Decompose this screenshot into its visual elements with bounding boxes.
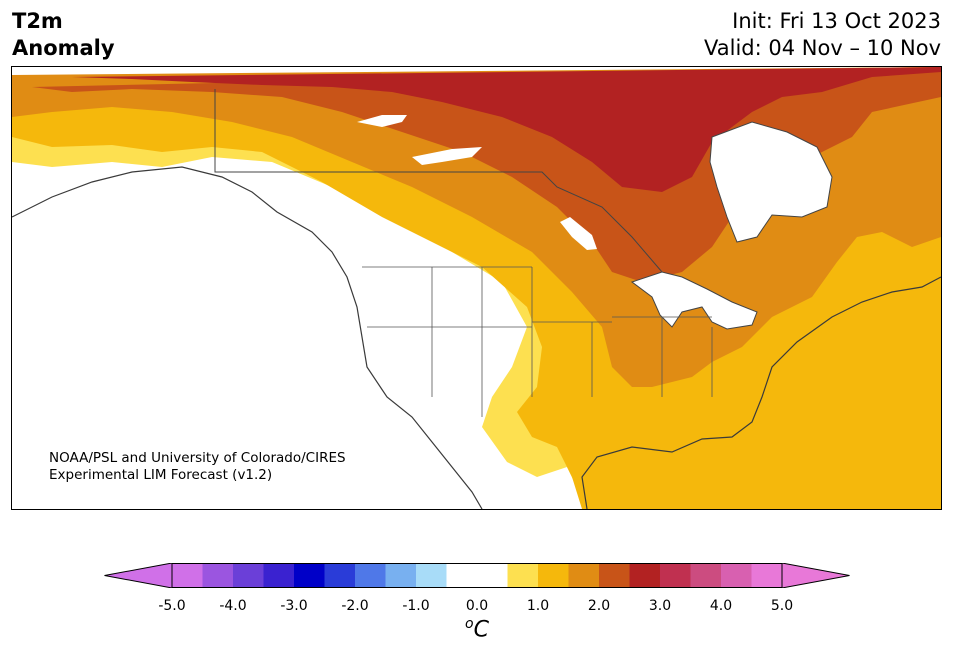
colorbar-tick-label: 0.0	[465, 598, 489, 614]
colorbar-tick-label: -2.0	[341, 598, 369, 614]
colorbar-cell	[538, 563, 569, 588]
hudson-bay	[709, 121, 833, 243]
colorbar-cell	[172, 563, 203, 588]
coastline-west	[12, 166, 483, 509]
map-svg	[12, 67, 941, 509]
credit-line-2: Experimental LIM Forecast (v1.2)	[49, 467, 273, 483]
init-date: Init: Fri 13 Oct 2023	[732, 9, 941, 33]
colorbar-border	[171, 563, 783, 588]
colorbar-tick-label: 3.0	[648, 598, 672, 614]
colorbar-cell	[294, 563, 325, 588]
colorbar	[104, 563, 850, 588]
map-title: T2m Anomaly	[12, 8, 115, 62]
colorbar-tick-label: 4.0	[709, 598, 733, 614]
colorbar-cell	[233, 563, 264, 588]
colorbar-cell	[751, 563, 783, 588]
coastline-gulf	[581, 276, 941, 509]
valid-range: Valid: 04 Nov – 10 Nov	[704, 36, 941, 60]
colorbar-cell	[324, 563, 356, 588]
colorbar-tick-label: 5.0	[770, 598, 794, 614]
colorbar-cell	[507, 563, 539, 588]
colorbar-cell	[660, 563, 691, 588]
title-line-2: Anomaly	[12, 36, 115, 60]
colorbar-cell	[385, 563, 417, 588]
forecast-dates: Init: Fri 13 Oct 2023 Valid: 04 Nov – 10…	[704, 8, 941, 62]
colorbar-cell	[263, 563, 295, 588]
colorbar-cells	[172, 563, 783, 588]
colorbar-cell	[446, 563, 508, 588]
colorbar-tick-label: -1.0	[402, 598, 430, 614]
unit-letter: C	[473, 617, 489, 643]
state-lines	[362, 266, 713, 417]
colorbar-cell	[568, 563, 600, 588]
lake-winnipeg	[560, 217, 597, 250]
us-canada-border	[214, 89, 663, 273]
map-credit: NOAA/PSL and University of Colorado/CIRE…	[49, 450, 346, 484]
colorbar-tick-label: -5.0	[158, 598, 186, 614]
great-slave-lake	[412, 147, 482, 165]
great-lakes	[630, 271, 758, 330]
great-bear-lake	[357, 115, 407, 127]
colorbar-cell	[202, 563, 234, 588]
colorbar-cell	[416, 563, 447, 588]
title-line-1: T2m	[12, 9, 63, 33]
colorbar-cell	[721, 563, 752, 588]
colorbar-extend-high	[781, 563, 850, 588]
colorbar-extend-low	[104, 563, 173, 588]
colorbar-tick-label: 1.0	[526, 598, 550, 614]
anomaly-map	[11, 66, 942, 510]
colorbar-cell	[355, 563, 386, 588]
colorbar-unit: oC	[465, 616, 489, 642]
unit-degree: o	[465, 616, 474, 632]
colorbar-cell	[599, 563, 630, 588]
colorbar-tick-label: -3.0	[280, 598, 308, 614]
credit-line-1: NOAA/PSL and University of Colorado/CIRE…	[49, 450, 346, 466]
band-2-5	[72, 67, 941, 192]
colorbar-cell	[690, 563, 722, 588]
colorbar-tick-label: 2.0	[587, 598, 611, 614]
colorbar-cell	[629, 563, 661, 588]
colorbar-tick-label: -4.0	[219, 598, 247, 614]
